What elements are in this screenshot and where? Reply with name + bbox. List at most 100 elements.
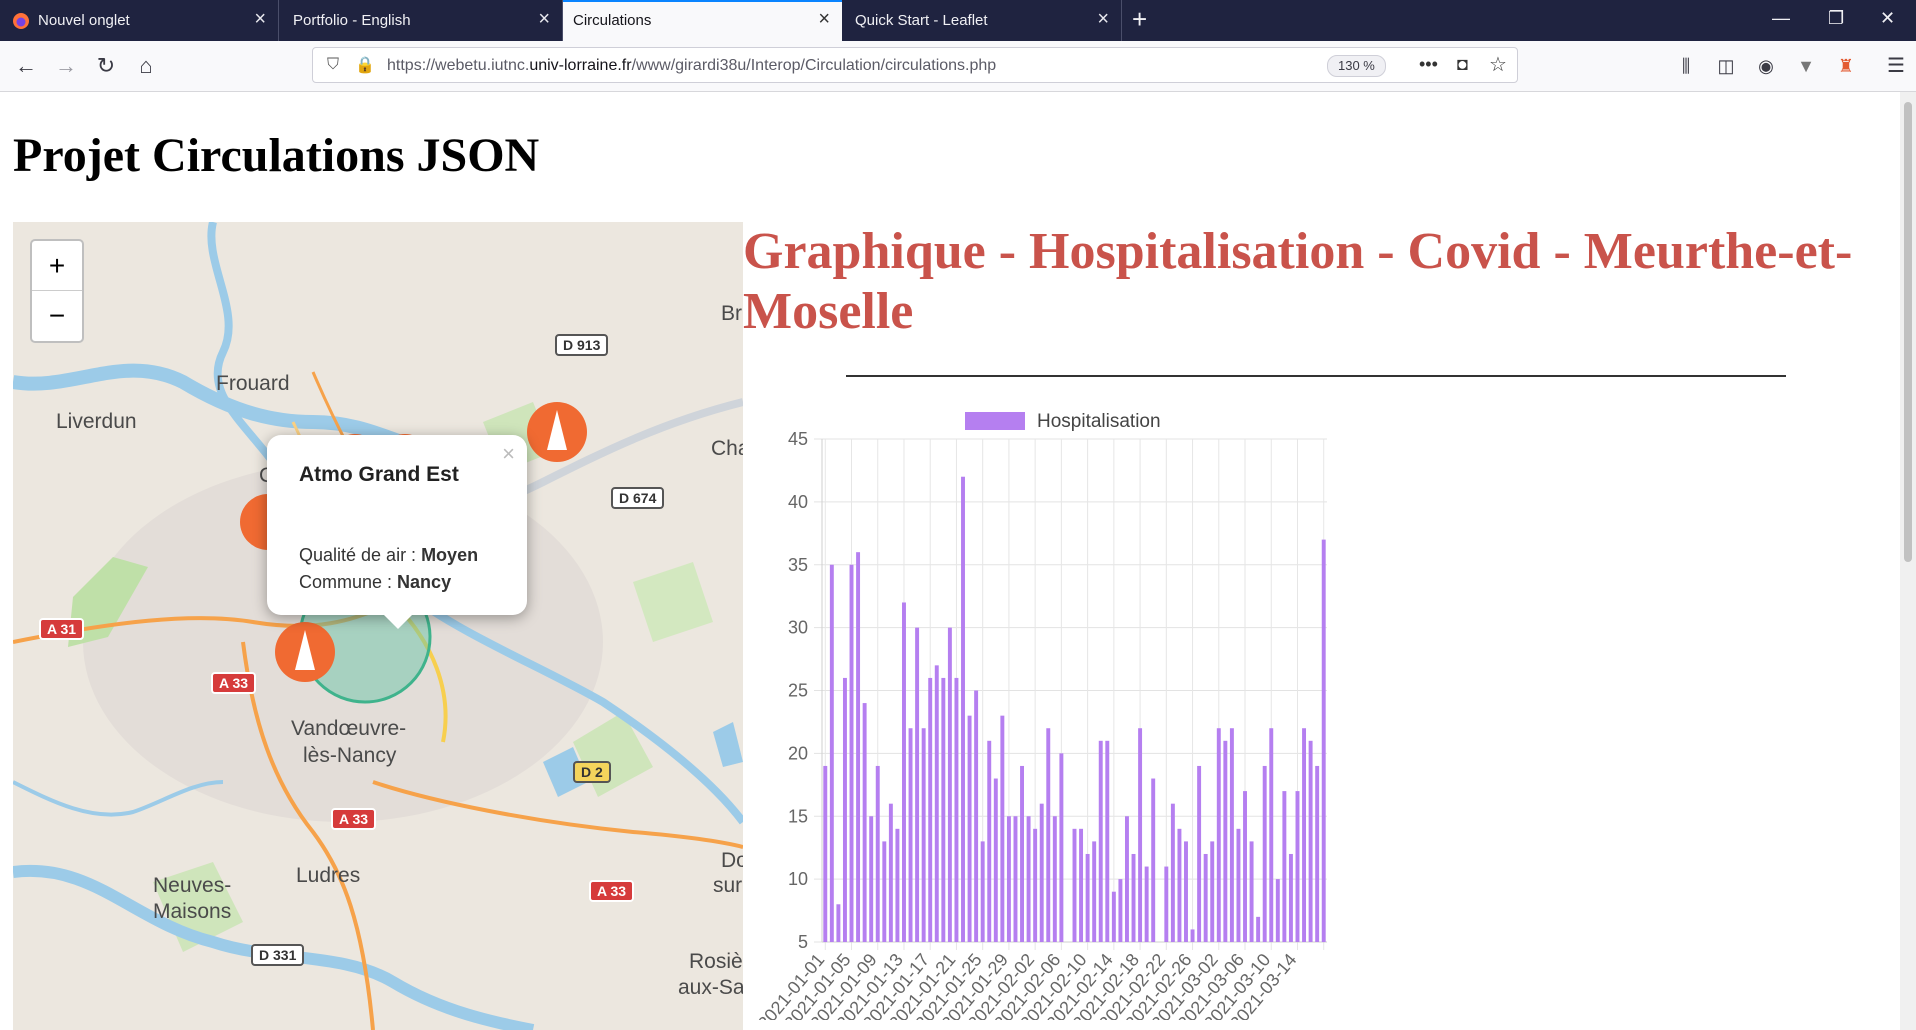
y-tick-label: 5 (798, 932, 808, 952)
y-tick-label: 30 (788, 618, 808, 638)
bar (842, 677, 847, 942)
map-label-frouard: Frouard (216, 372, 290, 395)
map-label-neuves: Neuves- (153, 874, 232, 897)
sidebar-icon[interactable]: ◫ (1717, 56, 1735, 76)
minimize-button[interactable]: — (1772, 8, 1790, 28)
bar (1282, 791, 1287, 942)
close-tab-icon[interactable]: × (538, 8, 550, 30)
bar (849, 564, 854, 942)
tab-label: Portfolio - English (293, 12, 411, 29)
bar (902, 602, 906, 942)
map-popup: × Atmo Grand Est Qualité de air : Moyen … (267, 435, 527, 629)
bar (1315, 765, 1320, 942)
hospitalisation-chart: 510152025303540452021-01-012021-01-05202… (754, 411, 1327, 1020)
tab-quick-start-leaflet[interactable]: Quick Start - Leaflet × (843, 0, 1122, 41)
shield-icon[interactable]: ⛉ (327, 56, 340, 73)
close-tab-icon[interactable]: × (818, 8, 830, 30)
zoom-indicator[interactable]: 130 % (1327, 55, 1386, 77)
bar (1275, 879, 1280, 942)
bar (1223, 740, 1228, 942)
road-shield-d2: D 2 (573, 761, 611, 783)
map-label-vandoeuvre: Vandœuvre- (291, 717, 407, 740)
bar (941, 677, 946, 942)
library-icon[interactable]: ⫼ (1681, 56, 1691, 76)
restore-button[interactable]: ❐ (1828, 8, 1845, 28)
y-tick-label: 10 (788, 869, 808, 889)
bar (1190, 929, 1195, 942)
leaflet-map[interactable]: + − Frouard Liverdun Vandœuvre- lès-Nanc… (13, 222, 743, 1030)
map-label-rosie: Rosiè (689, 950, 743, 973)
account-icon[interactable]: ◉ (1758, 56, 1774, 76)
zoom-in-button[interactable]: + (32, 241, 82, 291)
bar (1210, 841, 1215, 942)
popup-commune: Commune : Nancy (299, 572, 452, 592)
popup-air-quality: Qualité de air : Moyen (299, 545, 479, 565)
pocket-icon[interactable]: ◘ (1457, 54, 1468, 74)
bar (1269, 728, 1274, 942)
bookmark-star-icon[interactable]: ☆ (1489, 54, 1507, 76)
bar (1072, 828, 1077, 942)
lock-icon[interactable]: 🔒 (355, 57, 375, 74)
reload-button[interactable]: ↻ (96, 53, 116, 78)
scrollbar-thumb[interactable] (1904, 102, 1912, 562)
close-tab-icon[interactable]: × (1097, 8, 1109, 30)
url-text: https://webetu.iutnc.univ-lorraine.fr/ww… (387, 57, 997, 74)
forward-button[interactable]: → (55, 53, 77, 78)
map-label-ludres: Ludres (296, 864, 361, 887)
bar (1144, 866, 1149, 942)
bar (1118, 879, 1123, 942)
bar (1236, 828, 1241, 942)
bar (961, 476, 965, 942)
map-tiles (13, 222, 743, 1030)
tab-portfolio[interactable]: Portfolio - English × (279, 0, 563, 41)
bar (1184, 841, 1188, 942)
zoom-out-button[interactable]: − (48, 300, 66, 331)
y-tick-label: 35 (788, 555, 808, 575)
extension-icon[interactable]: ▼ (1797, 56, 1815, 76)
bar (1131, 853, 1136, 942)
bar (1098, 740, 1103, 942)
bar (862, 703, 867, 942)
legend-swatch (965, 412, 1025, 430)
page-scrollbar[interactable] (1900, 92, 1916, 1030)
bar (1138, 728, 1143, 942)
menu-icon[interactable]: ☰ (1887, 55, 1905, 77)
url-bar[interactable]: ⛉ 🔒 https://webetu.iutnc.univ-lorraine.f… (312, 47, 1518, 83)
horizontal-rule (846, 375, 1786, 377)
tab-circulations[interactable]: Circulations × (563, 0, 842, 41)
bar (1013, 816, 1018, 942)
bar (947, 627, 952, 942)
bar (895, 828, 900, 942)
popup-tip (382, 613, 414, 629)
bar (967, 715, 972, 942)
bar (1006, 816, 1011, 942)
home-button[interactable]: ⌂ (139, 53, 153, 78)
new-tab-button[interactable]: + (1132, 4, 1148, 34)
navigation-bar: ← → ↻ ⌂ ⛉ 🔒 https://webetu.iutnc.univ-lo… (0, 41, 1916, 92)
bar (1197, 765, 1202, 942)
bar (1125, 816, 1129, 942)
bar (1151, 778, 1156, 942)
y-tick-label: 20 (788, 743, 808, 763)
popup-close-icon[interactable]: × (502, 441, 515, 466)
bar (1203, 853, 1208, 942)
bar (1321, 539, 1326, 942)
bar (1243, 791, 1247, 942)
map-label-do: Do (721, 849, 743, 872)
bar (1164, 866, 1169, 942)
back-button[interactable]: ← (15, 53, 37, 78)
close-window-button[interactable]: ✕ (1880, 8, 1896, 28)
tab-nouvel-onglet[interactable]: Nouvel onglet × (0, 0, 279, 41)
close-tab-icon[interactable]: × (254, 8, 266, 30)
bar (987, 740, 992, 942)
map-label-sur: sur (713, 874, 743, 897)
road-shield-d331: D 331 (251, 944, 305, 966)
chart-heading: Graphique - Hospitalisation - Covid - Me… (743, 223, 1853, 340)
map-label-les-nancy: lès-Nancy (303, 744, 397, 767)
extension-tower-icon[interactable]: ♜ (1837, 56, 1855, 76)
page-actions-icon[interactable]: ••• (1419, 54, 1438, 74)
bar (1052, 816, 1057, 942)
bar (1170, 803, 1175, 942)
y-tick-label: 45 (788, 429, 808, 449)
y-tick-label: 40 (788, 492, 808, 512)
